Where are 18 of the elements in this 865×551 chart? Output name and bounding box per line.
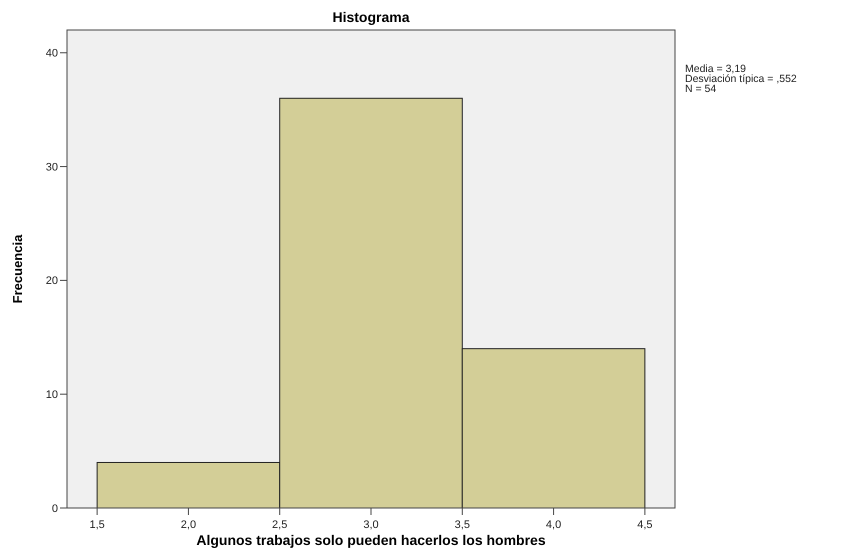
x-tick-label: 1,5 [89,519,105,531]
x-tick-label: 2,0 [180,519,196,531]
x-tick-label: 4,5 [637,519,653,531]
y-tick-label: 0 [52,502,58,515]
y-tick-label: 10 [46,389,58,402]
text: N = 54 [685,83,716,95]
y-tick-label: 20 [46,275,58,288]
x-tick-label: 3,5 [454,519,470,531]
chart-title: Histograma [332,9,410,25]
x-axis-title: Algunos trabajos solo pueden hacerlos los hombres [196,532,546,548]
y-axis-title: Frecuencia [10,234,25,304]
x-tick-label: 3,0 [363,519,379,531]
text: Media = 3,19 [685,63,746,75]
x-tick-label: 4,0 [546,519,562,531]
y-tick-label: 30 [46,161,58,174]
y-tick-label: 40 [46,48,58,60]
text: Desviación típica = ,552 [685,73,797,85]
x-tick-label: 2,5 [272,519,288,531]
